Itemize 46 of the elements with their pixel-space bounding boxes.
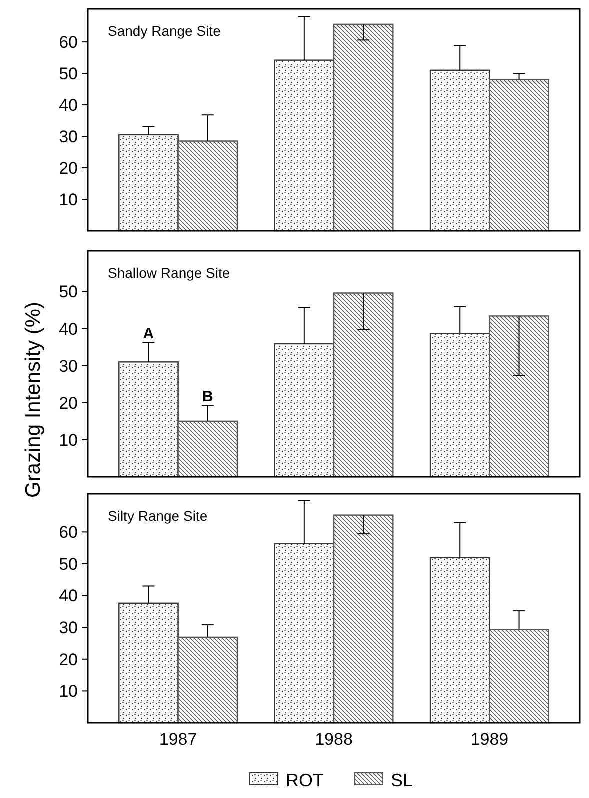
x-tick-label: 1987 — [159, 730, 198, 749]
bar — [489, 629, 550, 724]
y-tick-label: 40 — [59, 586, 78, 606]
bar — [333, 292, 394, 478]
y-tick-label: 40 — [59, 320, 78, 339]
y-tick-label: 60 — [59, 523, 78, 542]
y-tick-label: 10 — [59, 682, 78, 702]
annotation: A — [143, 326, 154, 343]
y-tick-label: 10 — [59, 430, 78, 450]
bar — [430, 557, 490, 724]
y-tick-label: 30 — [59, 356, 78, 376]
y-tick-label: 50 — [59, 554, 78, 574]
y-tick-label: 30 — [59, 127, 78, 146]
y-tick-label: 60 — [59, 33, 78, 52]
bar — [118, 134, 179, 232]
y-tick-label: 50 — [59, 64, 78, 84]
y-tick-label: 20 — [59, 158, 78, 178]
bar — [430, 70, 490, 232]
bar — [274, 543, 335, 724]
text: Sandy Range Site — [108, 23, 222, 39]
bar — [333, 514, 394, 724]
bar — [489, 316, 550, 478]
bar — [274, 343, 335, 478]
text: Silty Range Site — [108, 508, 208, 524]
bar — [333, 24, 394, 232]
y-tick-label: 50 — [59, 282, 78, 302]
bar — [274, 60, 335, 232]
bar — [489, 79, 550, 232]
x-tick-label: 1989 — [470, 730, 509, 749]
bar — [430, 333, 490, 478]
legend-label: ROT — [286, 770, 324, 790]
y-tick-label: 30 — [59, 618, 78, 638]
bar — [178, 420, 238, 478]
y-axis-title: Grazing Intensity (%) — [22, 302, 45, 498]
y-tick-label: 40 — [59, 96, 78, 115]
y-tick-label: 20 — [59, 650, 78, 670]
y-tick-label: 20 — [59, 394, 78, 413]
y-tick-label: 10 — [59, 190, 78, 210]
text: Shallow Range Site — [108, 265, 230, 281]
x-tick-label: 1988 — [315, 730, 353, 749]
annotation: B — [202, 388, 214, 406]
bar — [118, 362, 179, 478]
bar — [178, 636, 238, 724]
legend-label: SL — [391, 770, 414, 790]
bar — [178, 140, 238, 232]
bar — [118, 602, 179, 724]
